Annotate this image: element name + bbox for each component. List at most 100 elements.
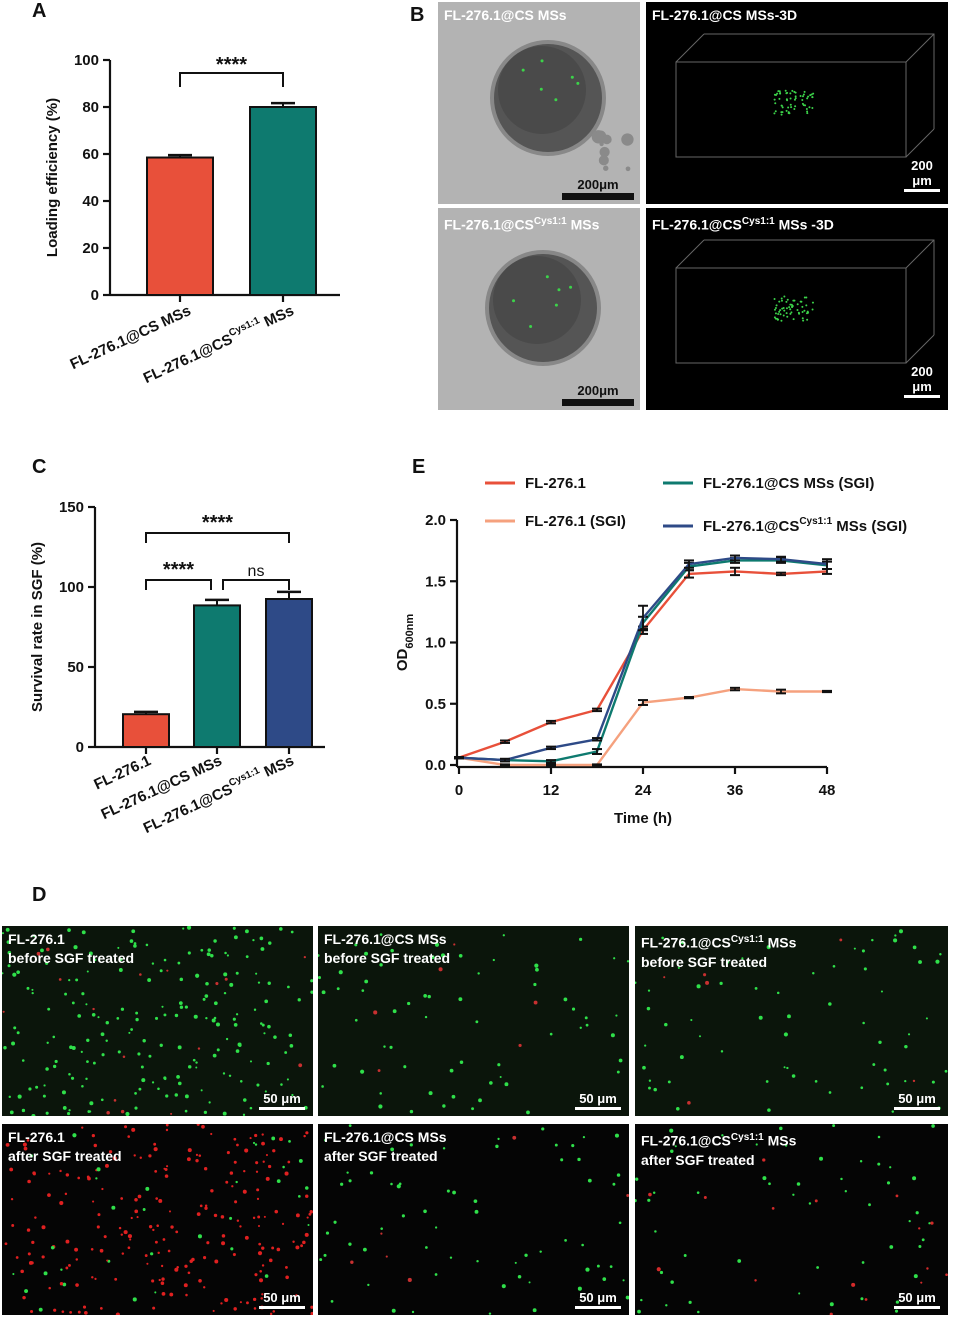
fluorescent-cell (147, 978, 152, 982)
fluorescent-cell (204, 1204, 208, 1207)
fluorescent-cell (137, 1194, 142, 1199)
fluorescent-cell (324, 1138, 327, 1142)
scale-bar-line (562, 193, 634, 200)
fluorescent-cell (93, 958, 97, 962)
fluorescent-cell (41, 1255, 45, 1259)
fluorescent-cell (195, 1061, 198, 1064)
fluorescent-cell (664, 1022, 668, 1027)
fluorescent-cell (492, 958, 495, 962)
fluorescent-cell (186, 1157, 191, 1162)
fluorescent-cell (669, 1128, 674, 1133)
fluorescent-cell (680, 940, 685, 945)
fluorescent-cell (72, 1133, 77, 1138)
fluorescent-cell (212, 1053, 217, 1058)
fluorescent-cell (920, 1281, 923, 1284)
fluorescent-cell (330, 1299, 334, 1303)
fluorescent-cell (737, 1259, 742, 1263)
fluorescent-cell (321, 1085, 324, 1088)
x-axis-label: Time (h) (614, 810, 672, 827)
fluorescent-cell (16, 970, 20, 974)
panel-letter-d: D (32, 884, 47, 906)
fluorescent-cell (210, 954, 214, 958)
fluorescence-caption-line2: after SGF treated (641, 1151, 755, 1168)
micrograph-b-caption-main: FL-276.1@CS MSs (444, 7, 567, 23)
fluorescent-cell (260, 1297, 263, 1300)
fluorescent-cell (618, 1221, 622, 1225)
fluorescent-cell (801, 102, 804, 105)
fluorescent-cell (396, 1184, 401, 1189)
fluorescent-cell (288, 1140, 291, 1143)
fluorescent-cell (286, 1078, 289, 1081)
fluorescent-cell (255, 1170, 259, 1173)
fluorescent-cell (803, 309, 806, 312)
fluorescent-cell (298, 1158, 303, 1163)
fluorescent-cell (862, 1021, 865, 1025)
fluorescent-cell (427, 994, 431, 999)
fluorescent-cell (261, 1133, 264, 1136)
fluorescent-cell (423, 994, 427, 998)
fluorescent-cell (120, 1007, 125, 1011)
fluorescent-cell (453, 943, 456, 946)
x-category-label-sup: Cys1:1 (227, 315, 262, 339)
fluorescent-cell (806, 318, 809, 321)
fluorescent-cell (803, 296, 806, 299)
fluorescence-dots (319, 1124, 629, 1315)
bar (146, 156, 214, 296)
fluorescent-cell (502, 934, 505, 937)
fluorescent-cell (27, 1179, 31, 1184)
fluorescent-cell (832, 964, 836, 968)
fluorescent-cell (703, 1195, 707, 1199)
legend-label-main: FL-276.1@CS (703, 518, 799, 535)
fluorescent-cell (807, 95, 810, 98)
fluorescent-cell (754, 986, 758, 990)
fluorescent-cell (267, 1024, 271, 1029)
fluorescent-cell (868, 1203, 871, 1207)
fluorescence-caption: FL-276.1@CS MSs after SGF treated (324, 1128, 447, 1166)
fluorescent-cell (514, 1261, 517, 1264)
fluorescent-cell (778, 310, 781, 313)
fluorescent-cell (758, 1015, 763, 1020)
fluorescent-cell (318, 954, 320, 957)
fluorescence-image-d-3: FL-276.1@CSCys1:1 MSs before SGF treated 5… (635, 926, 948, 1116)
fluorescent-cell (829, 1302, 834, 1307)
fluorescence-caption-main: FL-276.1 (8, 1129, 65, 1145)
fluorescent-cell (793, 90, 796, 93)
fluorescent-cell (564, 1239, 567, 1242)
fluorescent-cell (184, 1109, 188, 1113)
fluorescent-cell (245, 955, 249, 959)
fluorescent-cell (319, 1258, 323, 1262)
fluorescent-cell (222, 1072, 226, 1075)
fluorescent-cell (86, 1175, 90, 1179)
fluorescent-cell (340, 1182, 344, 1186)
fluorescent-cell (226, 1151, 230, 1155)
fluorescent-cell (118, 968, 123, 972)
fluorescent-cell (65, 1266, 69, 1270)
fluorescent-cell (446, 1189, 450, 1193)
fluorescent-cell (257, 981, 261, 984)
fluorescent-cell (529, 324, 533, 328)
fluorescent-cell (210, 1132, 213, 1136)
fluorescent-cell (310, 990, 313, 994)
fluorescent-cell (832, 1124, 836, 1128)
fluorescent-cell (438, 967, 443, 972)
fluorescent-cell (274, 1209, 279, 1214)
fluorescent-cell (2, 932, 5, 935)
fluorescent-cell (264, 999, 269, 1004)
fluorescent-cell (2, 972, 4, 975)
fluorescent-cell (931, 1080, 935, 1084)
fluorescent-cell (789, 97, 792, 100)
fluorescent-cell (298, 1063, 303, 1068)
fluorescent-cell (806, 112, 809, 115)
fluorescent-cell (615, 1014, 618, 1017)
fluorescent-cell (786, 298, 789, 301)
fluorescent-cell (860, 1297, 864, 1301)
fluorescent-cell (134, 1209, 139, 1214)
fluorescent-cell (223, 991, 227, 995)
fluorescent-cell (114, 1277, 118, 1281)
fluorescent-cell (442, 1147, 446, 1150)
fluorescent-cell (179, 1005, 184, 1009)
fluorescent-cell (152, 1228, 155, 1232)
fluorescent-cell (106, 1259, 109, 1262)
fluorescent-cell (521, 68, 525, 72)
fluorescent-cell (802, 93, 805, 96)
